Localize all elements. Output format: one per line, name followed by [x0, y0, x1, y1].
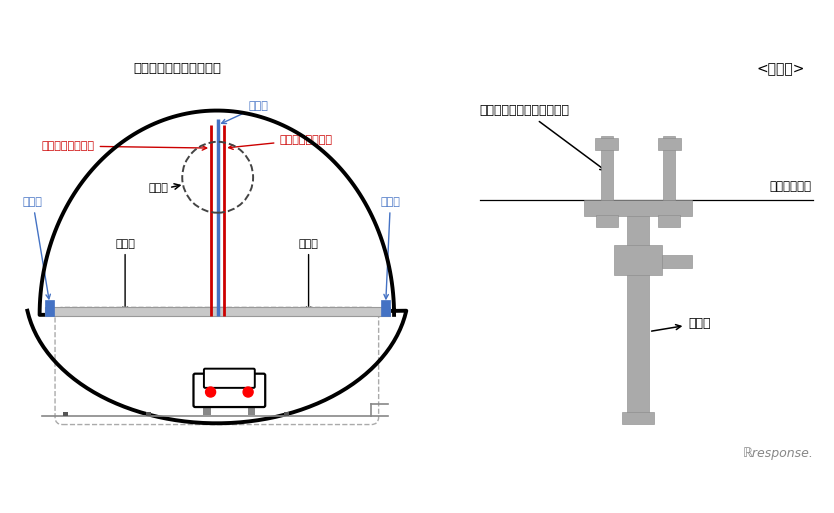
Bar: [600, 135, 612, 200]
Bar: [595, 139, 618, 150]
Bar: [664, 135, 676, 200]
Bar: [146, 412, 152, 416]
FancyBboxPatch shape: [204, 369, 255, 388]
Bar: [584, 200, 692, 216]
Bar: [284, 412, 289, 416]
Text: 拡大図: 拡大図: [148, 183, 168, 193]
Bar: [45, 307, 390, 315]
Text: 落下防止ワイヤー: 落下防止ワイヤー: [42, 141, 207, 151]
Bar: [657, 139, 681, 150]
Bar: [381, 300, 390, 315]
Bar: [662, 255, 692, 268]
Text: 天井板: 天井板: [115, 239, 135, 311]
Bar: [45, 300, 54, 315]
Bar: [627, 216, 649, 415]
FancyBboxPatch shape: [193, 373, 265, 407]
Text: 吊り材: 吊り材: [23, 198, 50, 299]
Circle shape: [206, 387, 215, 397]
Bar: [614, 245, 662, 275]
Text: 吊り材支持部材定着ボルト: 吊り材支持部材定着ボルト: [480, 104, 605, 170]
Circle shape: [244, 387, 254, 397]
Bar: [659, 215, 680, 227]
Bar: [622, 411, 654, 424]
Bar: [203, 405, 211, 415]
Text: トンネル天井: トンネル天井: [769, 180, 811, 193]
Text: 吊り材: 吊り材: [222, 102, 269, 124]
Text: 吊り材: 吊り材: [380, 198, 400, 299]
Text: 吊り材: 吊り材: [651, 317, 711, 331]
Text: <拡大図>: <拡大図>: [756, 62, 805, 76]
Text: ℝresponse.: ℝresponse.: [742, 447, 813, 460]
Text: 落下防止ワイヤー: 落下防止ワイヤー: [229, 135, 333, 149]
Bar: [248, 405, 255, 415]
Bar: [595, 215, 617, 227]
Text: 神戸長田トンネル断面図: 神戸長田トンネル断面図: [133, 63, 222, 75]
Text: 天井板: 天井板: [299, 239, 319, 311]
Bar: [63, 412, 68, 416]
